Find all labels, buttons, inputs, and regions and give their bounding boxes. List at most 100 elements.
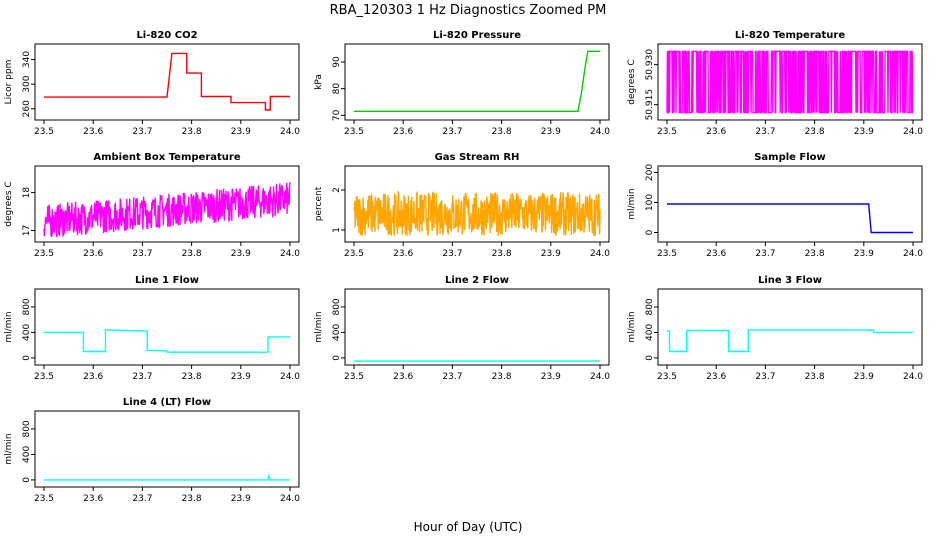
x-tick-label: 23.6 [83,494,103,504]
plot-frame [34,43,300,121]
x-tick-label: 23.9 [231,249,251,259]
x-tick-label: 24.0 [590,372,610,382]
x-tick-label: 23.9 [231,494,251,504]
x-tick-label: 24.0 [590,127,610,137]
x-tick-label: 23.8 [805,127,825,137]
x-tick-label: 23.5 [657,372,677,382]
x-tick-label: 23.5 [34,372,54,382]
x-tick-label: 23.8 [492,372,512,382]
x-tick-label: 23.6 [706,127,726,137]
y-tick-label: 80 [332,83,342,95]
y-tick-label: 200 [645,164,655,181]
x-tick-label: 23.8 [805,372,825,382]
x-tick-label: 23.7 [132,127,152,137]
y-tick-label: 300 [22,75,32,92]
x-tick-label: 23.5 [344,127,364,137]
chart-panel-1: Li-820 CO2 23.5 23.6 23.7 23.8 23.9 24.0 260 300… [4,30,300,137]
x-tick-label: 23.8 [182,372,202,382]
y-tick-label: 0 [22,355,32,361]
series-line [44,52,290,111]
y-tick-label: 2 [332,187,342,193]
panel-title: Li-820 Temperature [735,30,845,41]
series-line [667,203,913,234]
y-tick-label: 400 [645,324,655,341]
y-tick-label: 400 [22,324,32,341]
x-tick-label: 23.7 [442,372,462,382]
x-tick-label: 23.8 [492,249,512,259]
x-tick-label: 23.5 [344,372,364,382]
y-axis-label: ml/min [627,188,637,219]
x-tick-label: 23.8 [805,249,825,259]
y-tick-label: 18 [22,187,32,199]
chart-panel-9: Line 3 Flow 23.5 23.6 23.7 23.8 23.9 24.0 0 400 8… [627,275,923,382]
y-tick-label: 0 [332,355,342,361]
x-tick-label: 23.6 [393,372,413,382]
x-tick-label: 23.9 [541,249,561,259]
x-tick-label: 23.8 [492,127,512,137]
y-tick-label: 17 [22,225,32,236]
x-tick-label: 23.5 [34,127,54,137]
y-tick-label: 800 [22,298,32,315]
panel-title: Line 4 (LT) Flow [123,397,211,408]
plot-frame [344,165,610,243]
x-tick-label: 23.7 [442,249,462,259]
x-tick-label: 23.9 [854,372,874,382]
y-tick-label: 340 [22,51,32,68]
x-tick-label: 23.7 [442,127,462,137]
y-axis-label: degrees C [4,181,14,226]
plot-frame [344,288,610,366]
panel-title: Sample Flow [754,152,826,163]
x-tick-label: 23.6 [393,249,413,259]
series-line [667,329,913,353]
series-line [44,473,290,481]
panel-title: Ambient Box Temperature [93,152,240,163]
y-tick-label: 0 [22,477,32,483]
panel-title: Li-820 Pressure [433,30,521,41]
x-tick-label: 23.9 [854,127,874,137]
chart-panel-2: Li-820 Pressure 23.5 23.6 23.7 23.8 23.9 24.0 7… [314,30,610,137]
figure-title: RBA_120303 1 Hz Diagnostics Zoomed PM [330,3,607,18]
series-line [354,50,600,112]
x-tick-label: 23.6 [83,249,103,259]
x-tick-label: 23.8 [182,494,202,504]
plot-frame [34,410,300,488]
y-tick-label: 260 [22,100,32,117]
x-tick-label: 23.5 [34,494,54,504]
chart-panel-6: Sample Flow 23.5 23.6 23.7 23.8 23.9 24.0 0 100 2… [627,152,923,259]
y-tick-label: 800 [332,298,342,315]
y-axis-label: Licor ppm [4,60,14,105]
plot-frame [34,165,300,243]
x-tick-label: 24.0 [280,494,300,504]
x-tick-label: 23.5 [344,249,364,259]
x-tick-label: 23.9 [854,249,874,259]
panel-title: Li-820 CO2 [136,30,197,41]
y-tick-label: 400 [332,324,342,341]
x-tick-label: 24.0 [590,249,610,259]
panel-title: Line 1 Flow [135,275,199,286]
plot-frame [34,288,300,366]
y-tick-label: 800 [645,298,655,315]
x-tick-label: 23.9 [231,372,251,382]
y-axis-label: ml/min [314,311,324,342]
y-axis-label: kPa [314,74,324,90]
x-tick-label: 23.5 [657,127,677,137]
y-axis-label: percent [314,186,324,221]
x-tick-label: 23.6 [83,372,103,382]
x-tick-label: 23.6 [393,127,413,137]
x-tick-label: 23.8 [182,127,202,137]
x-tick-label: 24.0 [903,127,923,137]
y-axis-label: ml/min [627,311,637,342]
chart-panel-7: Line 1 Flow 23.5 23.6 23.7 23.8 23.9 24.0 0 400 8… [4,275,300,382]
series-line [353,190,601,237]
x-tick-label: 24.0 [280,372,300,382]
panel-title: Line 2 Flow [445,275,509,286]
chart-panel-10: Line 4 (LT) Flow 23.5 23.6 23.7 23.8 23.9 24.0… [4,397,300,504]
series-line [44,329,290,353]
plot-frame [344,43,610,121]
y-tick-label: 1 [332,227,342,233]
plot-frame [657,288,923,366]
y-tick-label: 70 [332,109,342,121]
chart-panel-5: Gas Stream RH 23.5 23.6 23.7 23.8 23.9 24.0 1 2 p… [314,152,610,259]
y-axis-label: ml/min [4,311,14,342]
